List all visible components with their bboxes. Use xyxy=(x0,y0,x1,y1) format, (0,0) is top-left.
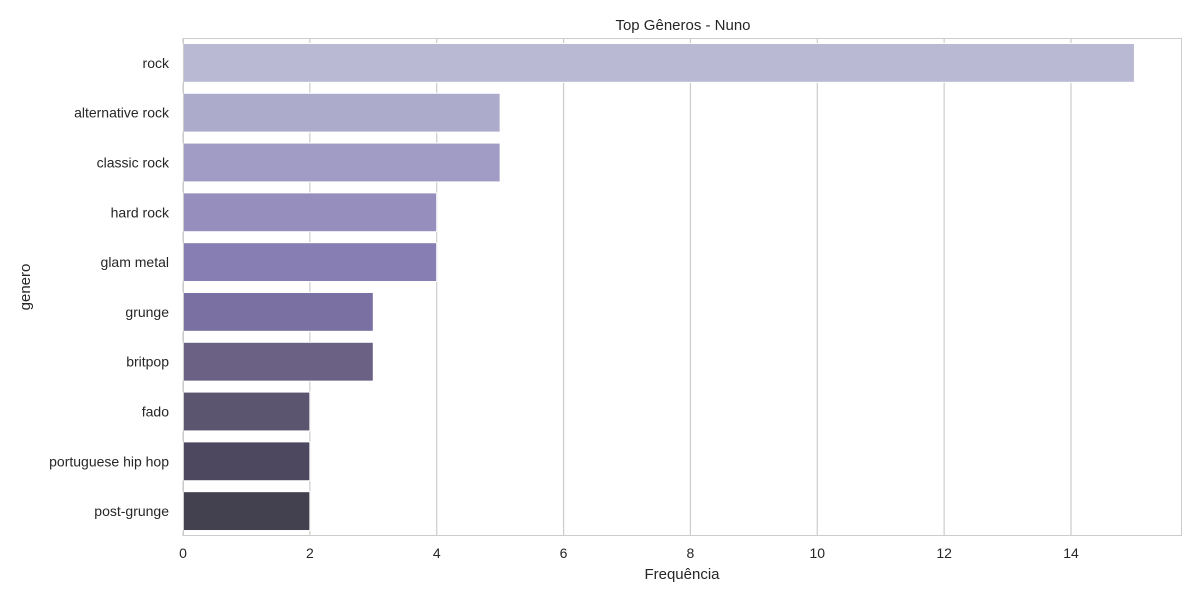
bar-classic-rock xyxy=(182,142,501,183)
y-category-label: portuguese hip hop xyxy=(49,453,169,469)
x-tick-label: 12 xyxy=(936,545,952,561)
x-tick-label: 14 xyxy=(1063,545,1079,561)
x-tick-label: 2 xyxy=(306,545,314,561)
bar-fado xyxy=(182,391,311,432)
bar-britpop xyxy=(182,341,374,382)
y-category-label: post-grunge xyxy=(94,503,169,519)
y-axis-title: genero xyxy=(17,264,34,311)
bar-post-grunge xyxy=(182,491,311,532)
bars-group xyxy=(182,42,1135,532)
bar-hard-rock xyxy=(182,192,438,233)
x-tick-label: 10 xyxy=(809,545,825,561)
y-category-label: grunge xyxy=(125,304,169,320)
x-tick-label: 8 xyxy=(687,545,695,561)
chart-title: Top Gêneros - Nuno xyxy=(615,17,750,34)
bar-grunge xyxy=(182,291,374,332)
bar-alternative-rock xyxy=(182,92,501,133)
y-category-label: classic rock xyxy=(97,155,170,171)
x-tick-label: 4 xyxy=(433,545,441,561)
bar-portuguese-hip-hop xyxy=(182,441,311,482)
x-tick-label: 0 xyxy=(179,545,187,561)
plot-frame xyxy=(183,38,1182,536)
bar-rock xyxy=(182,42,1135,83)
y-category-label: rock xyxy=(143,55,170,71)
y-category-labels: rock alternative rock classic rock hard roc… xyxy=(49,55,170,519)
y-category-label: glam metal xyxy=(101,254,169,270)
x-tick-labels: 0 2 4 6 8 10 12 14 xyxy=(179,545,1079,561)
y-category-label: fado xyxy=(142,404,169,420)
x-axis-title: Frequência xyxy=(644,566,720,583)
y-category-label: britpop xyxy=(126,354,169,370)
y-category-label: alternative rock xyxy=(74,105,170,121)
x-tick-label: 6 xyxy=(560,545,568,561)
y-category-label: hard rock xyxy=(111,204,170,220)
bar-glam-metal xyxy=(182,242,438,283)
